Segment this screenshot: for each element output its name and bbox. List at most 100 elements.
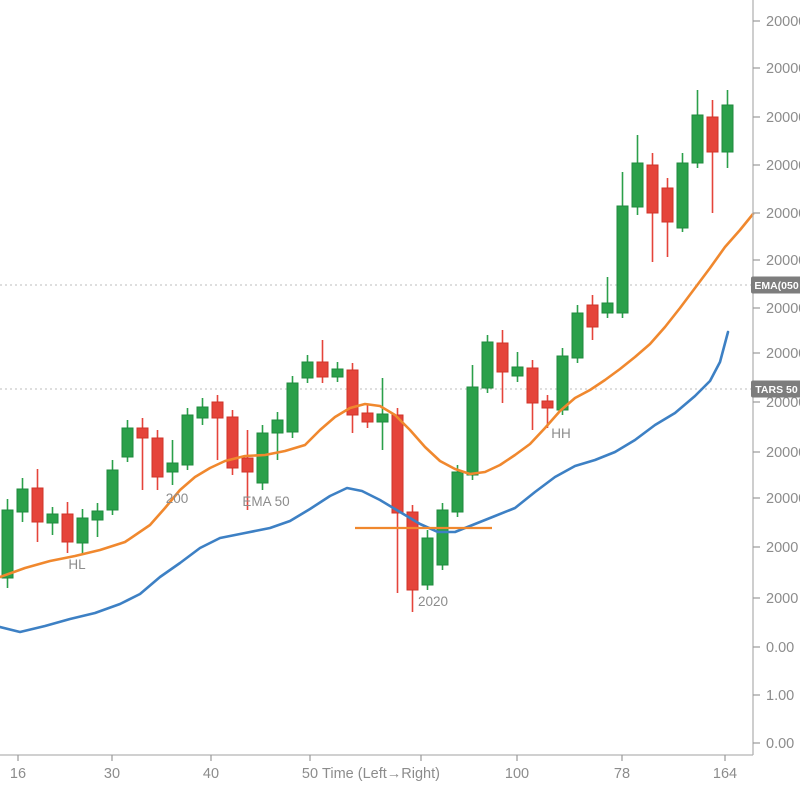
candle-body bbox=[541, 400, 554, 409]
candle-body bbox=[16, 488, 29, 513]
badge-background bbox=[751, 276, 800, 294]
candle-up bbox=[511, 352, 524, 382]
indicator-price-badge[interactable]: TARS 50 bbox=[751, 380, 800, 398]
axis-badges: EMA(050 TARS 50 bbox=[751, 276, 800, 398]
candle-body bbox=[241, 457, 254, 473]
candle-body bbox=[226, 416, 239, 469]
candles bbox=[1, 90, 734, 612]
indicator-price-badge[interactable]: EMA(050 bbox=[751, 276, 800, 294]
candle-up bbox=[256, 425, 269, 490]
candle-body bbox=[121, 427, 134, 458]
candle-up bbox=[106, 460, 119, 515]
price-tick-label: 0.00 bbox=[766, 640, 794, 656]
candle-body bbox=[661, 187, 674, 223]
candle-body bbox=[496, 342, 509, 373]
annotation-label: EMA 50 bbox=[242, 494, 289, 509]
candle-up bbox=[691, 90, 704, 168]
candle-down bbox=[151, 430, 164, 490]
candle-up bbox=[376, 378, 389, 450]
candle-down bbox=[211, 395, 224, 460]
time-axis[interactable]: 16 30 40 50 Time (Left→Right) 100 78 164 bbox=[10, 755, 737, 782]
ma-50-line bbox=[0, 330, 730, 634]
candle-body bbox=[511, 366, 524, 377]
time-tick-label: Time (Left→Right) bbox=[322, 766, 440, 782]
candle-body bbox=[136, 427, 149, 439]
candle-body bbox=[421, 537, 434, 586]
ma-200-line bbox=[0, 212, 755, 579]
candle-body bbox=[631, 162, 644, 208]
candle-up bbox=[481, 335, 494, 393]
candle-body bbox=[1, 509, 14, 579]
annotation-label: 200 bbox=[166, 491, 189, 506]
candle-up bbox=[571, 305, 584, 363]
candle-down bbox=[391, 408, 404, 593]
candle-body bbox=[616, 205, 629, 314]
candle-body bbox=[271, 419, 284, 434]
price-axis[interactable]: 2000020000200002000020000200002000020000… bbox=[753, 14, 800, 752]
badge-background bbox=[751, 380, 800, 398]
candle-body bbox=[91, 510, 104, 521]
candle-up bbox=[286, 376, 299, 438]
candle-body bbox=[31, 487, 44, 523]
candle-up bbox=[76, 509, 89, 555]
candle-down bbox=[646, 153, 659, 262]
time-tick-label: 50 bbox=[302, 766, 318, 782]
candle-down bbox=[526, 360, 539, 430]
candle-body bbox=[676, 162, 689, 229]
candle-down bbox=[241, 430, 254, 510]
badge-label: EMA(050 bbox=[754, 280, 799, 292]
candle-up bbox=[301, 355, 314, 383]
candle-down bbox=[496, 330, 509, 403]
candle-down bbox=[346, 363, 359, 433]
candle-up bbox=[16, 478, 29, 522]
candle-body bbox=[451, 471, 464, 513]
candle-body bbox=[601, 302, 614, 314]
candle-down bbox=[706, 100, 719, 213]
candle-body bbox=[361, 412, 374, 423]
candle-up bbox=[436, 503, 449, 570]
candle-down bbox=[316, 340, 329, 383]
candle-up bbox=[616, 172, 629, 318]
candle-up bbox=[721, 90, 734, 168]
time-tick-label: 40 bbox=[203, 766, 219, 782]
candle-down bbox=[61, 502, 74, 553]
candle-up bbox=[121, 420, 134, 462]
badge-label: TARS 50 bbox=[755, 384, 798, 396]
candle-body bbox=[211, 401, 224, 419]
candle-body bbox=[46, 513, 59, 524]
candle-body bbox=[181, 414, 194, 466]
candle-body bbox=[166, 462, 179, 473]
candle-down bbox=[226, 410, 239, 475]
candle-body bbox=[61, 513, 74, 543]
candle-up bbox=[166, 440, 179, 485]
candle-down bbox=[661, 178, 674, 257]
annotations: HL 200 EMA 50 2020 HH bbox=[68, 426, 570, 609]
candle-body bbox=[526, 367, 539, 404]
candle-body bbox=[646, 164, 659, 214]
price-tick-label: 1.00 bbox=[766, 688, 794, 704]
price-tick-label: 2000 bbox=[766, 540, 798, 556]
candle-up bbox=[46, 507, 59, 535]
candle-body bbox=[376, 413, 389, 423]
candle-up bbox=[676, 153, 689, 232]
candle-up bbox=[196, 398, 209, 425]
candle-up bbox=[601, 277, 614, 318]
candle-down bbox=[136, 418, 149, 490]
candle-body bbox=[556, 355, 569, 411]
candle-body bbox=[721, 104, 734, 153]
annotation-label: HH bbox=[551, 426, 571, 441]
time-tick-label: 164 bbox=[713, 766, 737, 782]
time-tick-label: 30 bbox=[104, 766, 120, 782]
candle-body bbox=[106, 469, 119, 511]
candle-down bbox=[406, 505, 419, 612]
candle-body bbox=[406, 511, 419, 591]
